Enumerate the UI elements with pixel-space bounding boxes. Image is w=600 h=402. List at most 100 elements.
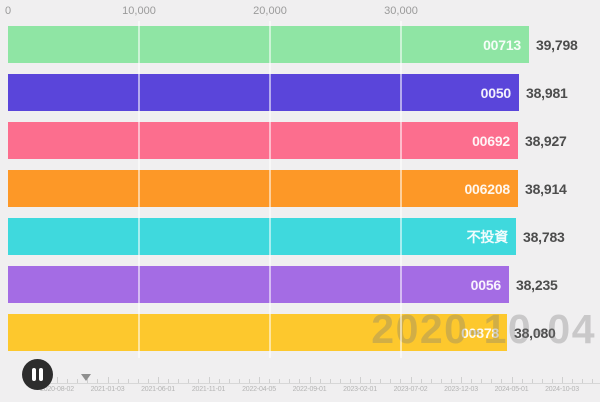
bar-value-label: 39,798 [536,36,578,53]
timeline-tick [67,379,69,383]
timeline-tick [158,377,159,383]
bar-value-label: 38,981 [526,84,568,101]
timeline-tick [87,379,89,383]
timeline-tick [168,379,170,383]
timeline-tick [592,379,594,383]
pause-icon [39,368,43,381]
timeline-tick [400,379,402,383]
timeline-tick [77,379,79,383]
bar-category-label: 006208 [464,180,510,197]
timeline-tick [471,379,473,383]
timeline-tick [481,379,483,383]
timeline-tick [339,379,341,383]
timeline-tick [521,379,523,383]
timeline-tick [430,379,432,383]
bar-value-label: 38,080 [514,324,556,341]
timeline-date-label: 2022-04-05 [242,386,276,393]
timeline-tick [572,379,574,383]
bar-category-label: 0050 [480,84,512,101]
timeline-tick [440,379,442,383]
timeline-tick [450,379,452,383]
timeline-tick [259,377,260,383]
timeline-tick [289,379,291,383]
timeline-tick [188,379,190,383]
bar-category-label: 0056 [470,276,502,293]
timeline-tick [541,379,543,383]
timeline-date-label: 2021-11-01 [191,386,226,393]
bar-category-label: 00878 [461,324,499,341]
timeline-tick [562,377,563,383]
timeline-handle-icon[interactable] [81,374,91,381]
timeline-tick [360,377,361,383]
timeline-tick [137,379,139,383]
timeline-tick [238,379,240,383]
pause-icon [32,368,36,381]
bar-row: 006208 38,914 [0,170,600,207]
bar-category-label: 00713 [483,36,521,53]
bar: 0056 [8,266,509,303]
timeline-tick [329,379,331,383]
bar: 006208 [8,170,518,207]
timeline-tick [107,377,109,383]
timeline-tick [248,379,250,383]
timeline-tick [127,379,129,383]
bar-value-label: 38,235 [516,276,558,293]
timeline-date-label: 2021-01-03 [90,386,125,393]
bar-row: 0050 38,981 [0,74,600,111]
timeline-tick [178,379,180,383]
bar-value-label: 38,927 [525,132,567,149]
gridline [138,21,140,358]
timeline-tick [57,377,58,383]
timeline-tick [147,379,149,383]
timeline-date-label: 2022-09-01 [292,386,327,393]
timeline-tick [319,379,321,383]
timeline-date-label: 2023-07-02 [393,386,428,393]
timeline-tick [390,379,392,383]
pause-button[interactable] [22,359,53,390]
timeline-tick [299,379,301,383]
timeline-tick [511,377,513,383]
timeline-tick [198,379,200,383]
timeline-tick [279,379,281,383]
timeline-date-label: 2023-02-01 [343,386,377,393]
timeline-tick [349,379,351,383]
x-axis-tick-label: 10,000 [122,5,156,17]
timeline-tick [208,377,210,383]
bar: 00692 [8,122,518,159]
timeline-tick [551,379,553,383]
bar-value-label: 38,783 [523,228,565,245]
bar: 0050 [8,74,519,111]
current-date-watermark: 2020-10-04 [371,306,596,352]
bar-value-label: 38,914 [525,180,567,197]
bar: 00713 [8,26,529,63]
timeline-tick [501,379,503,383]
bar: 00878 [8,314,507,351]
bar-row: 0056 38,235 [0,266,600,303]
bar-row: 不投資 38,783 [0,218,600,255]
timeline-tick [380,379,382,383]
gridline [269,21,271,358]
timeline-tick [531,379,533,383]
timeline-date-label: 2024-05-01 [494,386,529,393]
timeline-tick [410,377,412,383]
bar-row: 00692 38,927 [0,122,600,159]
timeline-tick [117,379,119,383]
timeline-tick [309,377,311,383]
gridline [400,21,402,358]
x-axis-tick-label: 20,000 [253,5,287,17]
timeline-track[interactable] [50,383,600,384]
x-axis-tick-label: 30,000 [384,5,418,17]
timeline-tick [461,377,462,383]
timeline-tick [218,379,220,383]
timeline-tick [370,379,372,383]
bar-category-label: 不投資 [466,228,509,245]
timeline-tick [582,379,584,383]
bar-category-label: 00692 [472,132,510,149]
timeline-tick [269,379,271,383]
bar-row: 00713 39,798 [0,26,600,63]
timeline-date-label: 2021-06-01 [141,386,175,393]
timeline-tick [491,379,493,383]
timeline-slider[interactable]: 2020-08-02 2021-01-03 2021-06-01 2021-11-01… [0,368,600,400]
bar-row: 00878 38,080 [0,314,600,351]
